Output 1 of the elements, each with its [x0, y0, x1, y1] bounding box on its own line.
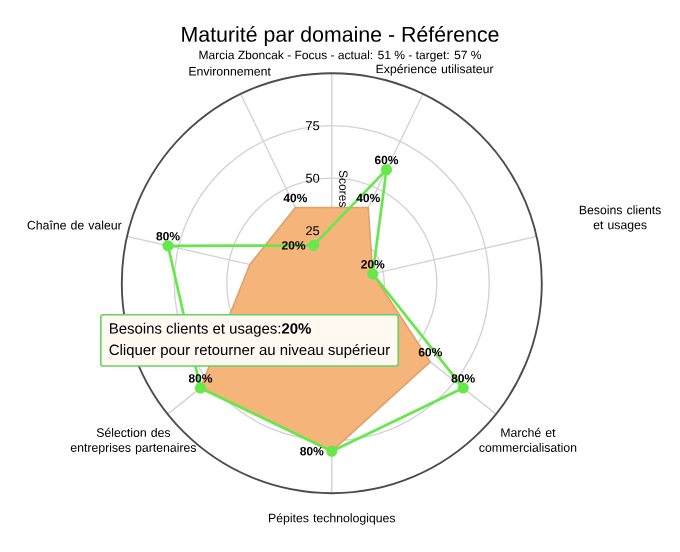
chart-title: Maturité par domaine - Référence — [182, 25, 499, 47]
